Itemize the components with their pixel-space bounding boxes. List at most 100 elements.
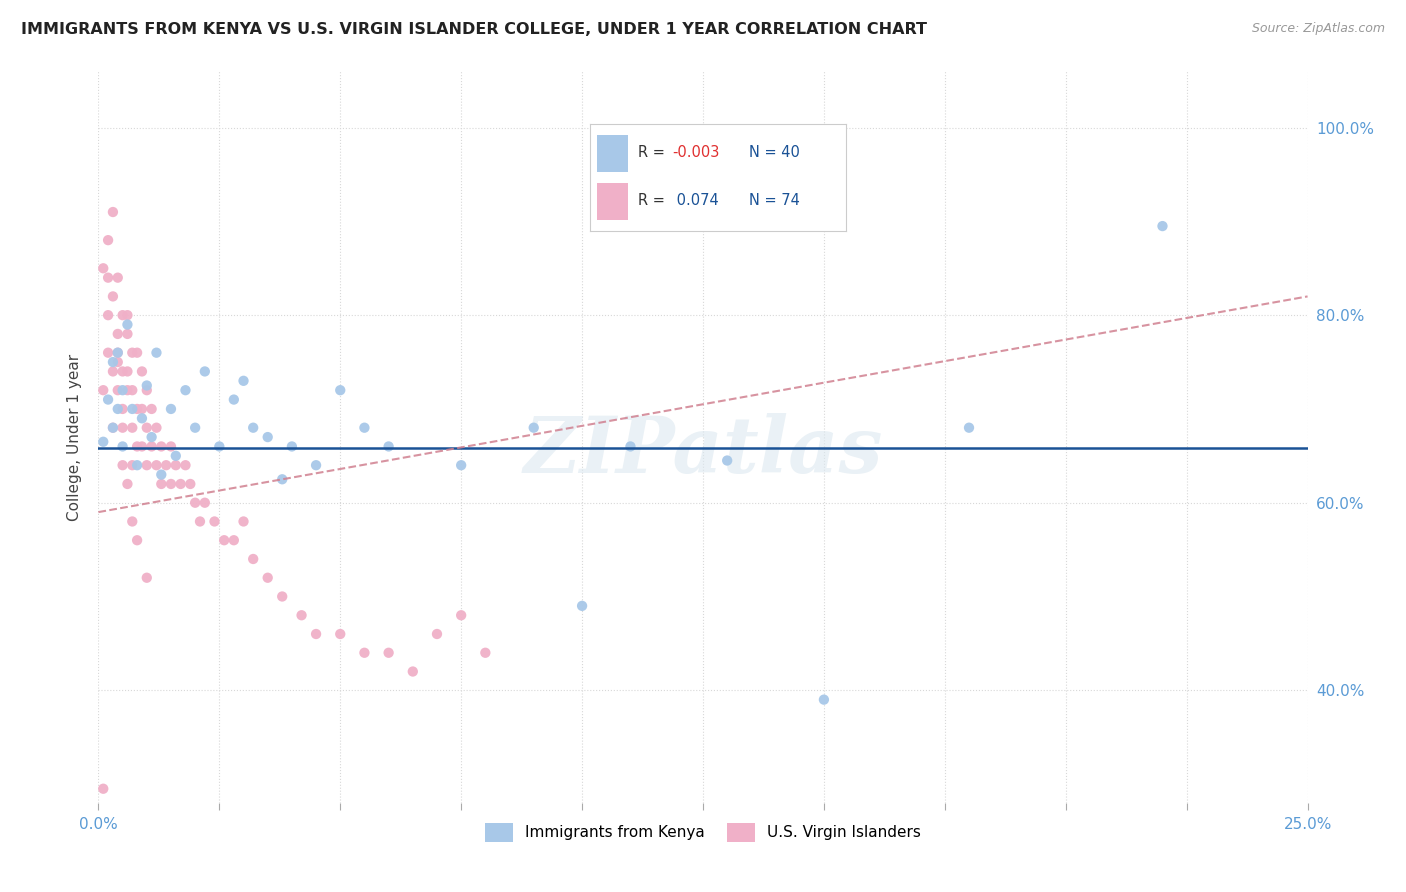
Point — [377, 646, 399, 660]
Point — [107, 383, 129, 397]
Point — [141, 440, 163, 454]
Point — [117, 318, 139, 332]
Text: -0.003: -0.003 — [672, 145, 718, 161]
Point — [91, 261, 114, 276]
Point — [353, 646, 375, 660]
Point — [111, 364, 134, 378]
Point — [329, 383, 352, 397]
Point — [204, 515, 226, 529]
Point — [111, 420, 134, 434]
Point — [813, 692, 835, 706]
Point — [145, 345, 167, 359]
Point — [121, 401, 143, 416]
Point — [290, 608, 312, 623]
Point — [271, 472, 294, 486]
Point — [174, 458, 197, 473]
Point — [135, 378, 157, 392]
Point — [194, 364, 217, 378]
Point — [101, 364, 124, 378]
Point — [107, 345, 129, 359]
Text: 0.074: 0.074 — [672, 194, 718, 209]
Point — [101, 420, 124, 434]
Point — [329, 627, 352, 641]
Point — [160, 401, 183, 416]
Text: N = 40: N = 40 — [748, 145, 800, 161]
Point — [150, 477, 173, 491]
Point — [184, 420, 207, 434]
Text: Source: ZipAtlas.com: Source: ZipAtlas.com — [1251, 22, 1385, 36]
Point — [117, 383, 139, 397]
Point — [127, 458, 149, 473]
Point — [127, 440, 149, 454]
Point — [165, 449, 187, 463]
Point — [91, 434, 114, 449]
Point — [305, 627, 328, 641]
Point — [145, 420, 167, 434]
Point — [141, 430, 163, 444]
Point — [141, 401, 163, 416]
Point — [474, 646, 496, 660]
Point — [145, 458, 167, 473]
Point — [111, 308, 134, 322]
Point — [101, 289, 124, 303]
Point — [121, 515, 143, 529]
Point — [571, 599, 593, 613]
Point — [222, 533, 245, 548]
Point — [256, 571, 278, 585]
Point — [107, 401, 129, 416]
Point — [450, 608, 472, 623]
Point — [155, 458, 177, 473]
Point — [957, 420, 980, 434]
Point — [271, 590, 294, 604]
Point — [121, 458, 143, 473]
Point — [256, 430, 278, 444]
Point — [127, 401, 149, 416]
Point — [377, 440, 399, 454]
Point — [131, 364, 153, 378]
Point — [97, 233, 120, 247]
Point — [402, 665, 425, 679]
Text: R =: R = — [638, 145, 671, 161]
Point — [450, 458, 472, 473]
Point — [107, 270, 129, 285]
Point — [135, 571, 157, 585]
Point — [184, 496, 207, 510]
Point — [232, 515, 254, 529]
Point — [160, 440, 183, 454]
Point — [97, 308, 120, 322]
Point — [127, 533, 149, 548]
Point — [121, 383, 143, 397]
Point — [107, 345, 129, 359]
Bar — [598, 183, 628, 220]
Point — [619, 440, 641, 454]
Point — [131, 411, 153, 425]
Point — [353, 420, 375, 434]
Point — [242, 552, 264, 566]
Point — [111, 383, 134, 397]
Point — [135, 458, 157, 473]
Point — [174, 383, 197, 397]
Text: R =: R = — [638, 194, 671, 209]
Point — [111, 458, 134, 473]
Point — [131, 401, 153, 416]
Point — [127, 345, 149, 359]
Point — [121, 345, 143, 359]
Point — [305, 458, 328, 473]
Point — [232, 374, 254, 388]
Point — [165, 458, 187, 473]
Point — [117, 364, 139, 378]
Point — [117, 326, 139, 341]
Point — [101, 205, 124, 219]
Point — [160, 477, 183, 491]
Point — [135, 383, 157, 397]
Point — [101, 420, 124, 434]
Point — [188, 515, 211, 529]
Point — [281, 440, 304, 454]
Y-axis label: College, Under 1 year: College, Under 1 year — [67, 353, 83, 521]
Point — [169, 477, 191, 491]
Point — [91, 383, 114, 397]
Point — [716, 453, 738, 467]
Point — [222, 392, 245, 407]
Point — [1152, 219, 1174, 233]
Point — [97, 392, 120, 407]
